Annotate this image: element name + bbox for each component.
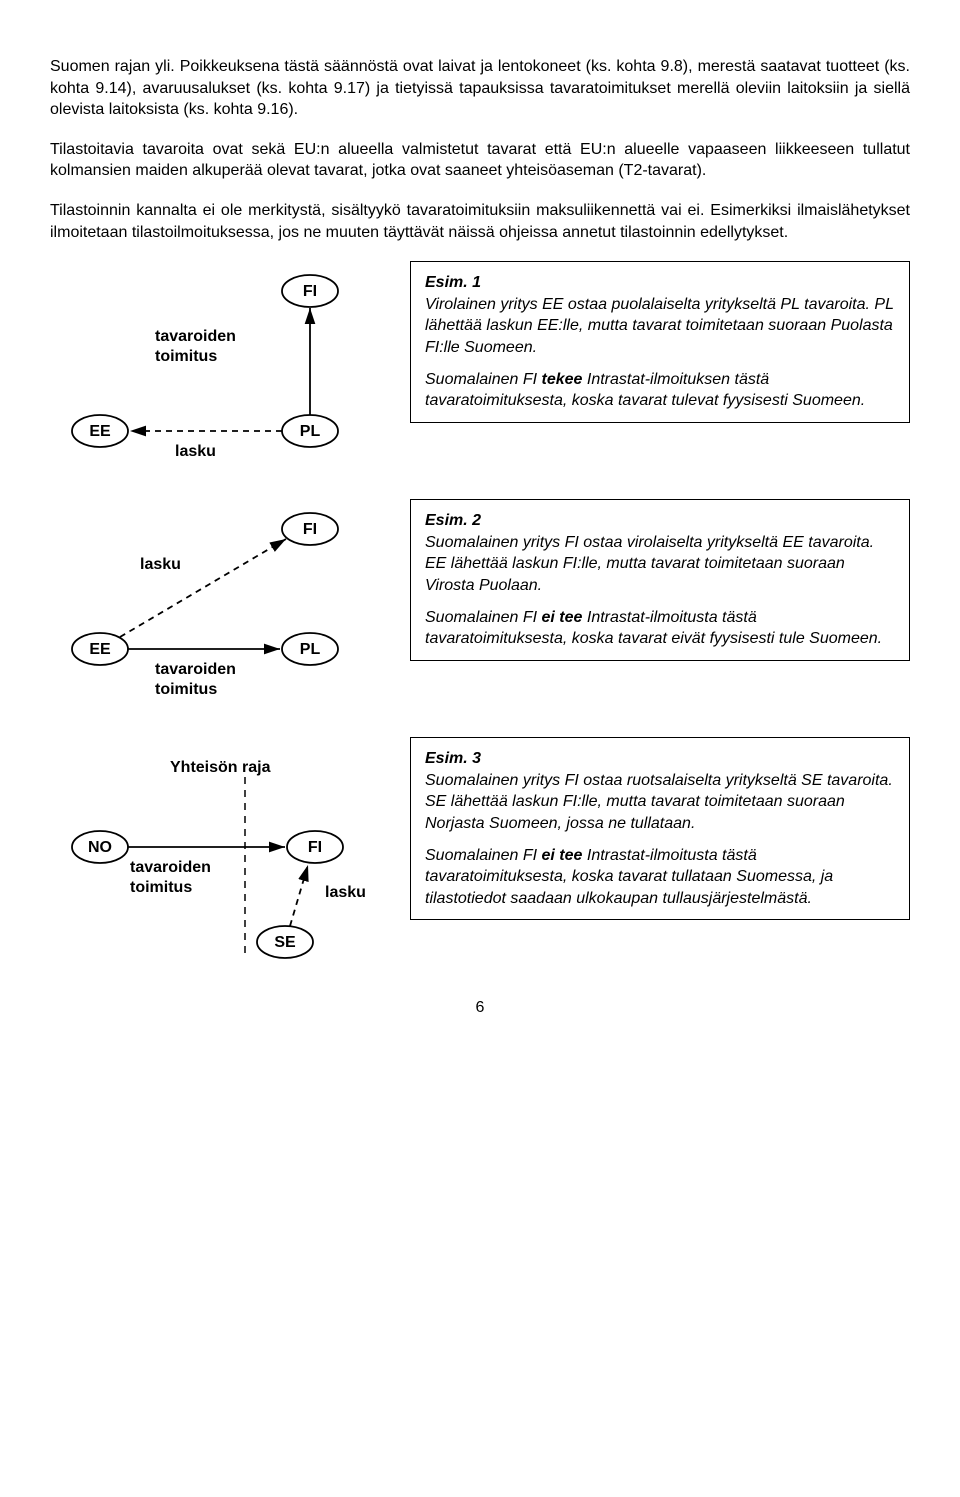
body-paragraph-3: Tilastoinnin kannalta ei ole merkitystä,…	[50, 200, 910, 243]
label-lasku-1: lasku	[175, 443, 216, 460]
node-se: SE	[274, 934, 296, 951]
node-no: NO	[88, 839, 112, 856]
example-1-p2-bold: tekee	[542, 371, 583, 388]
node-fi: FI	[303, 283, 317, 300]
label-toimitus-2b: toimitus	[155, 681, 217, 698]
example-2-p2-pre: Suomalainen FI	[425, 609, 542, 626]
body-paragraph-1: Suomen rajan yli. Poikkeuksena tästä sää…	[50, 56, 910, 121]
diagram-2: FI EE PL lasku tavaroiden toimitus	[50, 499, 390, 709]
example-1-p2-pre: Suomalainen FI	[425, 371, 542, 388]
example-1-p1: Virolainen yritys EE ostaa puolalaiselta…	[425, 296, 894, 356]
example-2-p1: Suomalainen yritys FI ostaa virolaiselta…	[425, 534, 874, 594]
example-1-title: Esim. 1	[425, 274, 481, 291]
label-toimitus-2a: tavaroiden	[155, 661, 236, 678]
example-1-row: FI EE PL tavaroiden toimitus lasku Esim.…	[50, 261, 910, 471]
node-pl: PL	[300, 423, 321, 440]
example-2-box: Esim. 2 Suomalainen yritys FI ostaa viro…	[410, 499, 910, 661]
example-3-p1: Suomalainen yritys FI ostaa ruotsalaisel…	[425, 772, 893, 832]
node-fi-2: FI	[303, 521, 317, 538]
example-2-row: FI EE PL lasku tavaroiden toimitus Esim.…	[50, 499, 910, 709]
example-2-p2-bold: ei tee	[542, 609, 583, 626]
label-raja: Yhteisön raja	[170, 759, 271, 776]
diagram-3: Yhteisön raja NO FI SE tavaroiden toimit…	[50, 737, 390, 967]
example-3-row: Yhteisön raja NO FI SE tavaroiden toimit…	[50, 737, 910, 967]
label-toimitus-1a: tavaroiden	[155, 328, 236, 345]
node-fi-3: FI	[308, 839, 322, 856]
node-pl-2: PL	[300, 641, 321, 658]
label-toimitus-3b: toimitus	[130, 879, 192, 896]
example-3-p2-pre: Suomalainen FI	[425, 847, 542, 864]
body-paragraph-2: Tilastoitavia tavaroita ovat sekä EU:n a…	[50, 139, 910, 182]
node-ee-2: EE	[89, 641, 111, 658]
label-toimitus-1b: toimitus	[155, 348, 217, 365]
label-toimitus-3a: tavaroiden	[130, 859, 211, 876]
example-2-title: Esim. 2	[425, 512, 481, 529]
example-1-box: Esim. 1 Virolainen yritys EE ostaa puola…	[410, 261, 910, 423]
page-number: 6	[50, 997, 910, 1019]
label-lasku-2: lasku	[140, 556, 181, 573]
example-3-box: Esim. 3 Suomalainen yritys FI ostaa ruot…	[410, 737, 910, 920]
diagram-1: FI EE PL tavaroiden toimitus lasku	[50, 261, 390, 471]
example-3-title: Esim. 3	[425, 750, 481, 767]
node-ee: EE	[89, 423, 111, 440]
label-lasku-3: lasku	[325, 884, 366, 901]
example-3-p2-bold: ei tee	[542, 847, 583, 864]
